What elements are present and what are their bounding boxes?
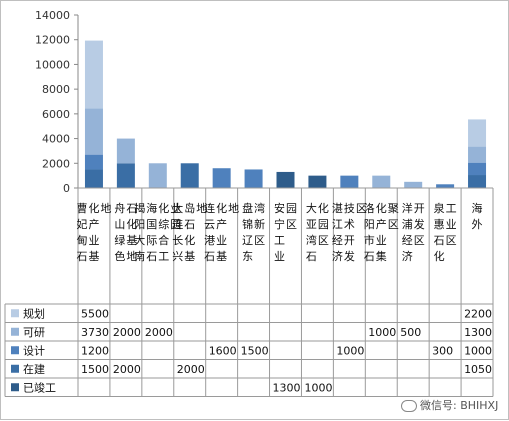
bar-segment	[468, 162, 487, 176]
bars	[84, 40, 487, 188]
wechat-icon	[401, 400, 417, 412]
table-cell-value: 1000	[368, 326, 396, 339]
category-label: 安宁工业园区	[274, 201, 297, 263]
bar-segment	[468, 146, 487, 163]
y-tick-label: 10000	[35, 58, 70, 71]
bar-segment	[276, 171, 295, 188]
table-cell-value: 2200	[464, 307, 492, 320]
table-cell-value: 1200	[81, 344, 109, 357]
bar-segment	[468, 119, 487, 147]
y-axis: 0 2000 4000 6000 8000 10000 12000 14000	[35, 9, 79, 195]
bar-segment	[84, 154, 103, 170]
table-cell-value: 500	[400, 326, 421, 339]
bar-segment	[116, 138, 135, 164]
category-label: 洋浦经济开发区	[402, 201, 425, 263]
legend-key	[11, 346, 19, 355]
table-cell-value: 1300	[464, 326, 492, 339]
category-label: 大连长兴岛石化基地	[172, 201, 207, 263]
table-cell-value: 1500	[241, 344, 269, 357]
bar-segment	[468, 175, 487, 188]
bar-segment	[308, 175, 327, 188]
table-cell-value: 1050	[464, 363, 492, 376]
category-label: 舟山绿色石化基地	[114, 201, 137, 263]
table-cell-value: 1500	[81, 363, 109, 376]
table-cell-value: 1000	[304, 381, 332, 394]
category-label: 揭阳大南海国际石化综合工业园	[134, 201, 181, 263]
legend-label: 已竣工	[23, 380, 56, 394]
y-tick-label: 2000	[42, 157, 70, 170]
y-tick-label: 14000	[35, 9, 70, 22]
y-tick-label: 6000	[42, 108, 70, 121]
bar-segment	[180, 163, 199, 188]
table-cell-value: 2000	[113, 363, 141, 376]
watermark-text: 微信号: BHIHXJ	[420, 399, 499, 412]
category-label: 海外	[472, 201, 483, 231]
y-tick-label: 8000	[42, 83, 70, 96]
bar-segment	[116, 163, 135, 188]
legend-key	[11, 327, 19, 336]
legend-label: 规划	[23, 306, 45, 320]
bar-segment	[84, 108, 103, 155]
category-label: 泉惠石化工业区	[434, 201, 457, 263]
table-cell-value: 300	[432, 344, 453, 357]
category-label: 连云港石化产业基地	[204, 201, 239, 263]
bar-segment	[340, 175, 359, 188]
legend-key	[11, 309, 19, 318]
category-label: 盘锦辽东湾新区	[242, 201, 265, 263]
table-cell-value: 1000	[464, 344, 492, 357]
table-cell-value: 1300	[273, 381, 301, 394]
watermark: 微信号: BHIHXJ	[401, 397, 498, 413]
bar-segment	[404, 181, 423, 188]
table-cell-value: 2000	[113, 326, 141, 339]
table-cell-value: 1600	[209, 344, 237, 357]
y-tick-label: 4000	[42, 133, 70, 146]
table-cell-value: 2000	[145, 326, 173, 339]
bar-segment	[244, 169, 263, 188]
table-cell-value: 2000	[177, 363, 205, 376]
table-cell-value: 1000	[336, 344, 364, 357]
bar-segment	[148, 163, 167, 188]
bar-segment	[372, 175, 391, 188]
y-tick-label: 0	[63, 182, 70, 195]
bar-segment	[84, 40, 103, 109]
table-cell-value: 3730	[81, 326, 109, 339]
legend-label: 可研	[23, 326, 45, 339]
bar-segment	[212, 168, 231, 188]
y-tick-label: 12000	[35, 34, 70, 47]
legend-label: 设计	[23, 344, 45, 357]
category-label: 曹妃甸石化产业基地	[76, 201, 111, 263]
data-table: 曹妃甸石化产业基地 舟山绿色石化基地揭阳大南海国际石化综合工业园大连长兴岛石化基地…	[4, 187, 494, 397]
category-label: 洛阳市石化产业集聚区	[364, 201, 399, 263]
category-label: 湛江经济技术开发区	[332, 202, 367, 263]
table-cell-value: 5500	[81, 307, 109, 320]
legend-label: 在建	[23, 362, 45, 376]
legend-key	[11, 383, 19, 392]
bar-segment	[84, 169, 103, 188]
category-label: 大亚湾石化园区	[306, 201, 329, 263]
bar-segment	[436, 184, 455, 188]
legend-key	[11, 364, 19, 373]
